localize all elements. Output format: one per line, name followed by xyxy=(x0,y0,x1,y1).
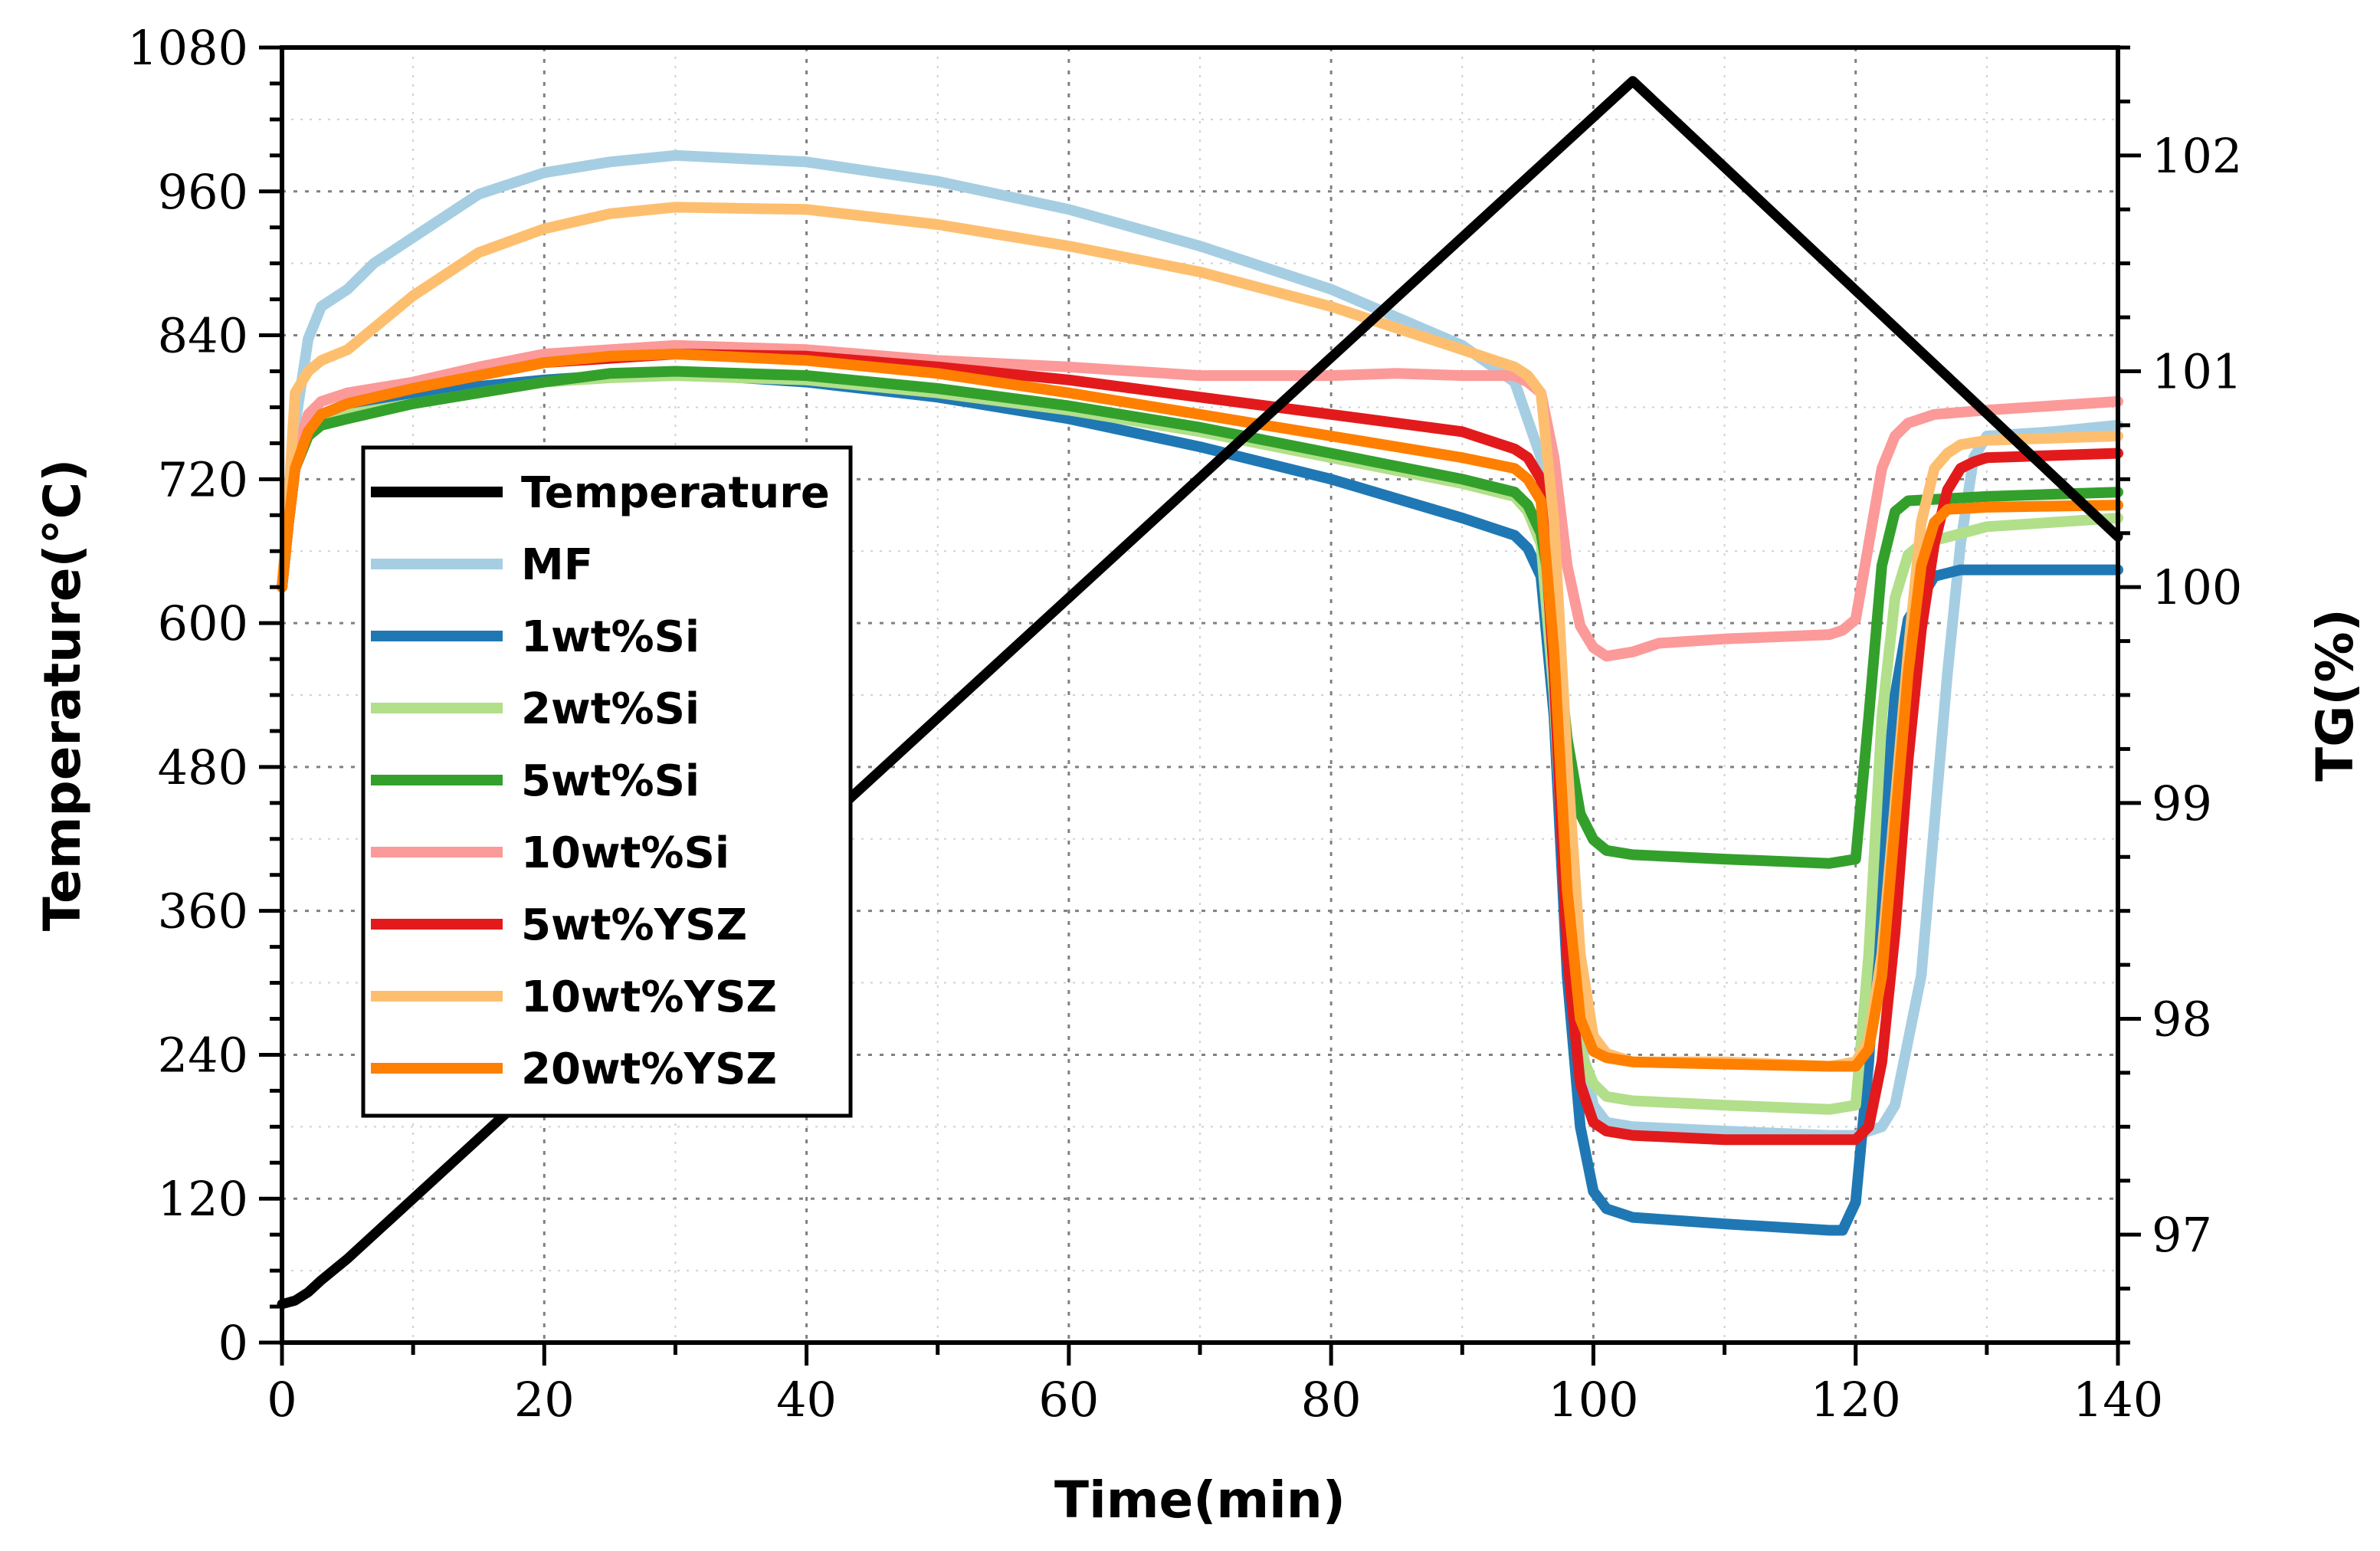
x-tick-label: 100 xyxy=(1548,1372,1638,1428)
x-tick-label: 80 xyxy=(1301,1372,1362,1428)
series-line-mf xyxy=(277,149,2123,1141)
tick-labels: 0 20 40 60 80 100 120 140 0 120 240 360 480 600 720 840… xyxy=(127,20,2242,1428)
x-tick-label: 20 xyxy=(514,1372,575,1428)
y-tick-label: 360 xyxy=(158,884,248,939)
y-tick-label: 720 xyxy=(158,451,248,507)
ticks xyxy=(259,45,2141,1366)
series-line-temperature xyxy=(277,76,2123,1310)
series-line-20wt-ysz xyxy=(277,349,2123,1072)
y-tick-label: 480 xyxy=(158,739,248,795)
y2-tick-label: 102 xyxy=(2152,128,2242,184)
legend-label-10wt-si: 10wt%Si xyxy=(521,828,729,878)
series-line-5wt-si xyxy=(277,366,2123,869)
legend-label-5wt-si: 5wt%Si xyxy=(521,756,700,806)
legend-label-2wt-si: 2wt%Si xyxy=(521,684,700,734)
y2-tick-label: 101 xyxy=(2152,344,2242,400)
y2-tick-label: 97 xyxy=(2152,1207,2212,1263)
x-axis-title: Time(min) xyxy=(1054,1471,1346,1530)
y2-axis-title: TG(%) xyxy=(2306,608,2365,782)
y-tick-label: 960 xyxy=(158,164,248,220)
legend-label-20wt-ysz: 20wt%YSZ xyxy=(521,1044,777,1094)
y-tick-label: 600 xyxy=(158,595,248,651)
legend-label-5wt-ysz: 5wt%YSZ xyxy=(521,900,747,950)
legend-label-10wt-ysz: 10wt%YSZ xyxy=(521,972,777,1022)
legend-label-1wt-si: 1wt%Si xyxy=(521,612,700,662)
legend: Temperature MF 1wt%Si 2wt%Si 5wt%Si 10wt%Si 5w… xyxy=(361,445,853,1118)
y2-tick-label: 98 xyxy=(2152,992,2212,1048)
y-tick-label: 240 xyxy=(158,1027,248,1083)
x-tick-label: 60 xyxy=(1038,1372,1099,1428)
y-tick-label: 840 xyxy=(158,308,248,364)
x-tick-label: 140 xyxy=(2073,1372,2163,1428)
y2-tick-label: 99 xyxy=(2152,776,2212,831)
x-tick-label: 40 xyxy=(776,1372,837,1428)
series-group xyxy=(277,76,2123,1310)
y-tick-label: 0 xyxy=(218,1315,248,1371)
x-tick-label: 120 xyxy=(1811,1372,1901,1428)
y-axis-title: Temperature(°C) xyxy=(33,459,92,932)
x-tick-label: 0 xyxy=(267,1372,297,1428)
grid xyxy=(282,48,2118,1343)
y2-tick-label: 100 xyxy=(2152,559,2242,615)
y-tick-label: 120 xyxy=(158,1171,248,1227)
y-tick-label: 1080 xyxy=(127,20,248,76)
legend-label-mf: MF xyxy=(521,540,593,590)
legend-label-temperature: Temperature xyxy=(521,468,830,518)
